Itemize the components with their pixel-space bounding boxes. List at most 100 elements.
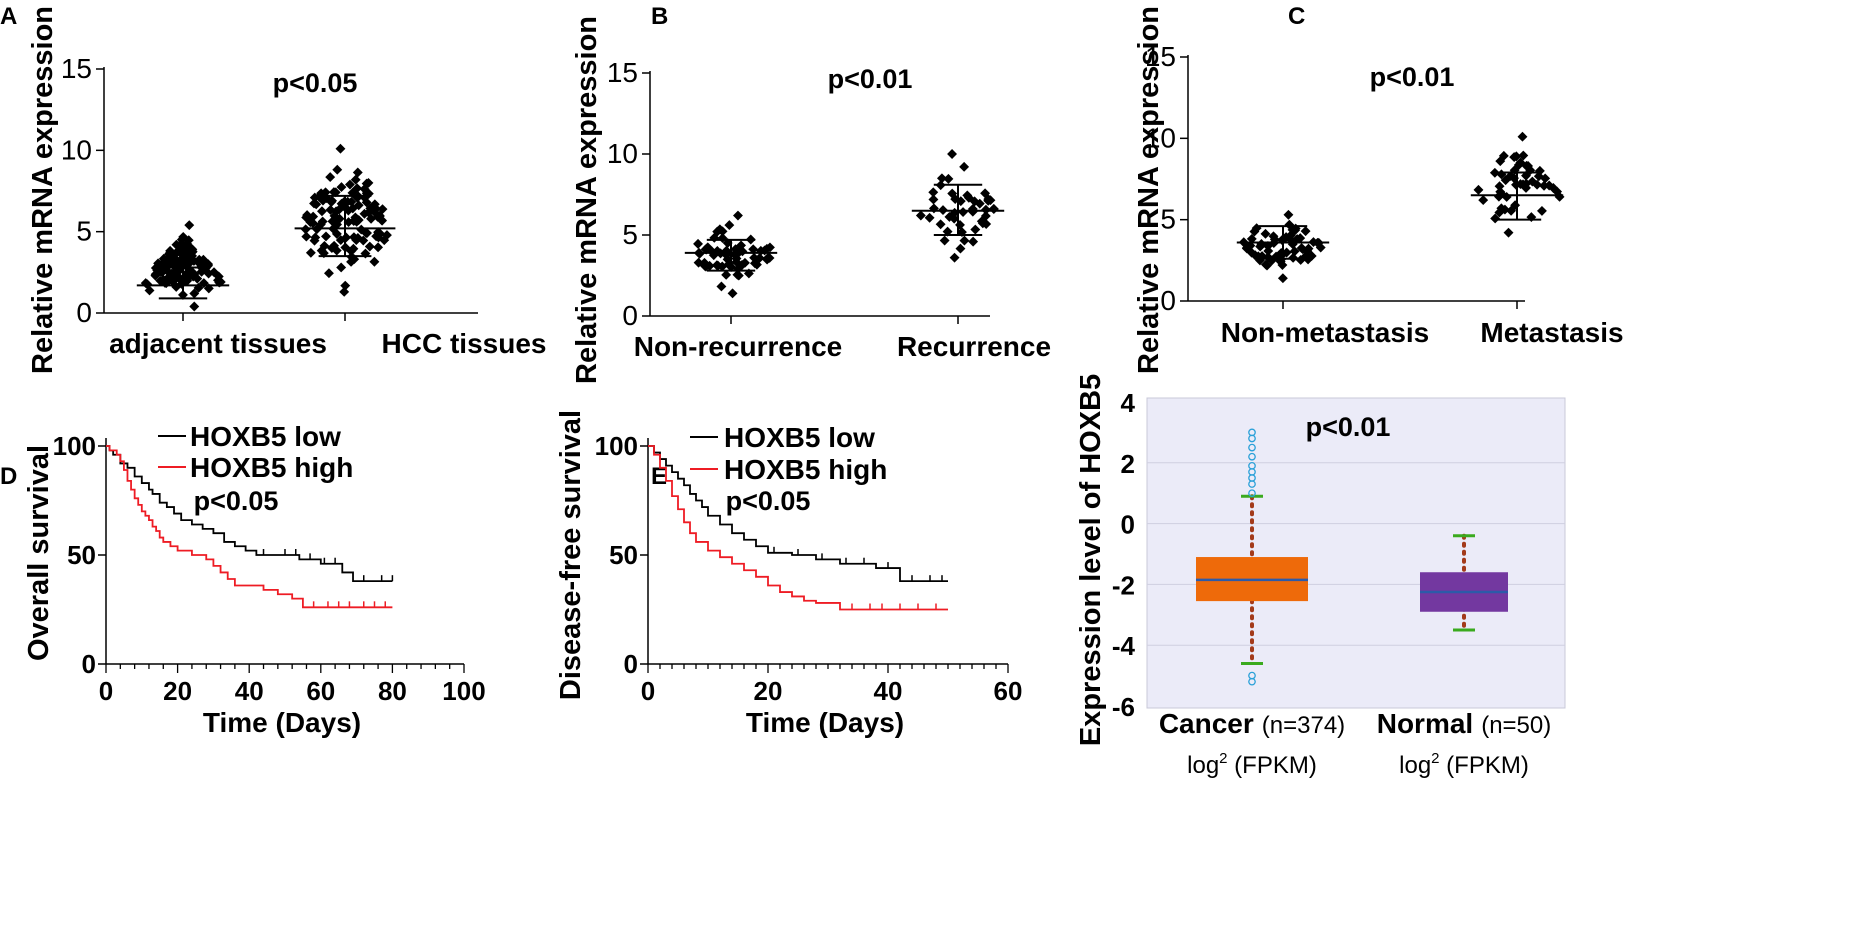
data-point <box>317 206 327 217</box>
x-tick-label: 40 <box>235 676 264 706</box>
data-point <box>183 242 194 253</box>
data-point <box>369 256 380 267</box>
data-point <box>980 211 991 221</box>
panel-label-d: D <box>0 463 17 490</box>
data-point <box>714 224 725 235</box>
data-point <box>189 288 200 299</box>
data-point <box>737 260 747 270</box>
panel-b-ylabel: Relative mRNA expression <box>571 16 603 384</box>
data-point <box>336 182 347 193</box>
data-point <box>1295 255 1306 265</box>
panel-f-axes: -6 -4 -2 0 2 4 <box>1112 388 1565 722</box>
survival-curve-low <box>648 445 948 583</box>
x-tick-label: 40 <box>874 676 903 706</box>
y-tick-label: 5 <box>1160 204 1176 235</box>
data-point <box>1241 243 1252 253</box>
y-tick-label: 15 <box>607 57 638 88</box>
data-point <box>325 204 336 215</box>
data-point <box>1283 209 1294 220</box>
data-point <box>977 218 988 229</box>
panel-e-curves <box>648 445 948 611</box>
panel-b-marks <box>684 149 1005 299</box>
data-point <box>693 238 703 249</box>
data-point <box>1490 213 1501 224</box>
unit-suffix: (FPKM) <box>1228 752 1317 779</box>
data-point <box>980 188 991 199</box>
data-point <box>1473 184 1484 195</box>
data-point <box>968 236 979 247</box>
outlier-point <box>1248 452 1256 461</box>
data-point <box>183 248 194 259</box>
panel-d-curves <box>106 445 394 609</box>
panel-a-yticks: 0 5 10 15 <box>61 53 478 328</box>
data-point <box>733 270 744 281</box>
x-tick-label: 100 <box>442 676 485 706</box>
y-tick-label: 0 <box>82 649 96 679</box>
data-point <box>928 194 939 205</box>
data-point <box>939 235 950 246</box>
panel-d-km: Overall survival Time (Days) p<0.05 0 50 1… <box>23 421 486 738</box>
category-name: Cancer <box>1159 708 1254 739</box>
data-point <box>150 270 161 281</box>
data-point <box>1548 183 1559 193</box>
data-point <box>947 149 958 159</box>
y-tick-label: -6 <box>1112 692 1135 722</box>
panel-a-ylabel: Relative mRNA expression <box>27 6 59 374</box>
data-point <box>1521 160 1532 171</box>
data-point <box>1260 259 1271 270</box>
data-point <box>165 256 176 267</box>
data-point <box>1290 225 1301 236</box>
outlier-point <box>1248 434 1256 443</box>
data-point <box>716 281 727 292</box>
data-point <box>730 244 741 255</box>
panel-label-e: E <box>651 463 667 490</box>
data-point <box>970 224 981 235</box>
data-point <box>366 213 377 224</box>
data-point <box>316 245 327 256</box>
data-point <box>323 268 334 279</box>
data-point <box>1518 150 1529 161</box>
panel-label-a: A <box>0 3 17 30</box>
panel-f-ylabel: Expression level of HOXB5 <box>1075 374 1107 746</box>
data-point <box>332 164 343 175</box>
data-point <box>955 219 965 230</box>
x-tick-label: 0 <box>99 676 113 706</box>
panel-f-boxplot: Expression level of HOXB5 p<0.01 -6 -4 -2 0… <box>1075 374 1566 779</box>
data-point <box>988 204 999 214</box>
data-point <box>924 212 935 223</box>
y-tick-label: 2 <box>1121 449 1135 479</box>
data-point <box>959 235 970 246</box>
data-point <box>340 280 351 291</box>
data-point <box>331 228 342 239</box>
panel-a-category-2: HCC tissues <box>382 328 547 359</box>
panel-d-xlabel: Time (Days) <box>203 707 361 738</box>
data-point <box>959 161 970 172</box>
survival-curve-high <box>648 445 948 611</box>
data-point <box>727 288 738 299</box>
panel-label-b: B <box>651 3 668 30</box>
panel-c-pvalue: p<0.01 <box>1370 62 1455 92</box>
data-point <box>1493 191 1504 202</box>
x-tick-label: 60 <box>994 676 1023 706</box>
panel-c-category-2: Metastasis <box>1480 317 1623 348</box>
panel-f-unit-1: log2 (FPKM) <box>1187 750 1317 779</box>
data-point <box>328 187 339 198</box>
y-tick-label: 0 <box>622 300 638 331</box>
data-point <box>305 247 316 258</box>
data-point <box>1513 159 1524 170</box>
data-point <box>721 269 732 280</box>
data-point <box>1532 179 1543 190</box>
data-point <box>381 230 392 241</box>
data-point <box>928 203 939 214</box>
y-tick-label: 100 <box>595 431 638 461</box>
data-point <box>1255 241 1266 252</box>
panel-f-unit-2: log2 (FPKM) <box>1399 750 1529 779</box>
legend-label-high: HOXB5 high <box>190 452 353 483</box>
data-point <box>165 245 176 256</box>
panel-b-category-1: Non-recurrence <box>634 331 843 362</box>
data-point <box>346 256 357 267</box>
x-tick-label: 20 <box>163 676 192 706</box>
y-tick-label: -4 <box>1112 631 1136 661</box>
data-point <box>711 260 722 271</box>
data-point <box>377 204 388 215</box>
